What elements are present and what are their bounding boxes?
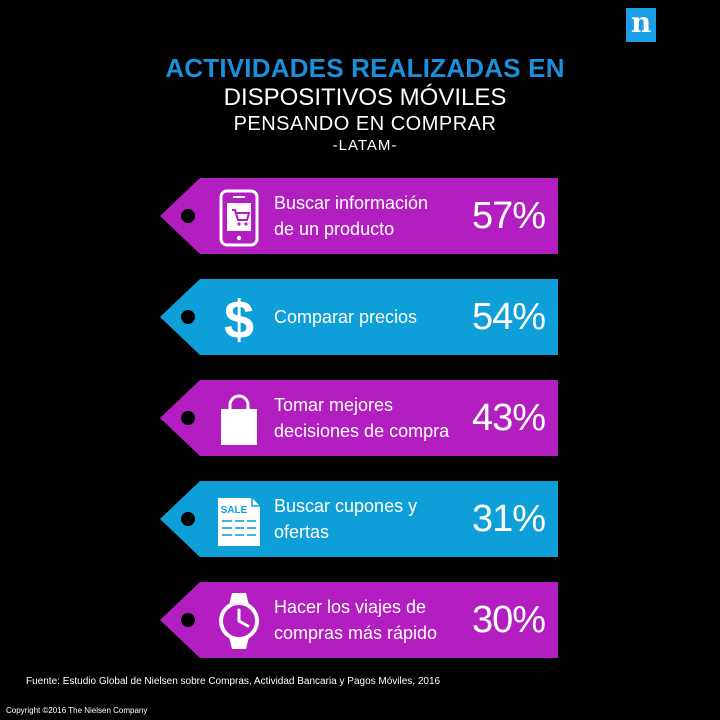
source-note: Fuente: Estudio Global de Nielsen sobre … — [26, 676, 441, 687]
tag-value-label: 31% — [472, 498, 546, 540]
tag-category-line: Hacer los viajes de — [274, 597, 427, 617]
tag-hole — [181, 613, 195, 627]
tag-bar — [160, 380, 558, 456]
logo-letter: n — [630, 6, 652, 39]
tag-category-line: decisiones de compra — [274, 421, 450, 441]
tag-shape — [160, 582, 558, 658]
tag-category-line: de un producto — [274, 219, 395, 239]
tag-bar — [160, 582, 558, 658]
title-line-1: ACTIVIDADES REALIZADAS EN — [165, 53, 565, 83]
svg-text:$: $ — [224, 290, 254, 348]
tag-shape — [160, 279, 558, 355]
tag-category-label: Comparar precios — [274, 279, 464, 355]
coupon-sale-icon: SALE — [214, 488, 264, 550]
tag-value-label: 30% — [472, 599, 546, 641]
tag-bar — [160, 178, 558, 254]
tag-category-label: Hacer los viajes de compras más rápido — [274, 582, 464, 658]
title-line-3: PENSANDO EN COMPRAR — [233, 113, 497, 135]
shopping-bag-icon — [214, 387, 264, 449]
svg-text:SALE: SALE — [221, 505, 248, 516]
tag-hole — [181, 411, 195, 425]
tag-hole — [181, 310, 195, 324]
dollar-icon: $ — [214, 286, 264, 350]
tag-category-line: Comparar precios — [274, 307, 418, 327]
tag-category-label: Buscar cupones y ofertas — [274, 481, 464, 557]
tag-category-line: ofertas — [274, 522, 330, 542]
tag-category-label: Tomar mejores decisiones de compra — [274, 380, 464, 456]
title-line-4: -LATAM- — [332, 137, 398, 154]
tag-shape — [160, 178, 558, 254]
tag-value-label: 57% — [472, 195, 546, 237]
tag-value-label: 43% — [472, 397, 546, 439]
watch-icon — [214, 589, 264, 651]
tag-hole — [181, 209, 195, 223]
tag-shape — [160, 380, 558, 456]
tag-category-line: Tomar mejores — [274, 395, 394, 415]
copyright-note: Copyright ©2016 The Nielsen Company — [6, 706, 148, 715]
tag-value-label: 54% — [472, 296, 546, 338]
tag-category-line: compras más rápido — [274, 623, 438, 643]
smartphone-cart-icon — [214, 185, 264, 247]
tag-category-line: Buscar información — [274, 193, 429, 213]
tag-category-line: Buscar cupones y — [274, 496, 418, 516]
nielsen-logo: n — [626, 8, 656, 42]
tag-chart: Buscar información de un producto 57% $ Com… — [160, 178, 560, 658]
tag-category-label: Buscar información de un producto — [274, 178, 464, 254]
tag-bar — [160, 279, 558, 355]
title-block: ACTIVIDADES REALIZADAS EN DISPOSITIVOS M… — [0, 52, 720, 156]
tag-hole — [181, 512, 195, 526]
title-line-2: DISPOSITIVOS MÓVILES — [223, 84, 507, 111]
